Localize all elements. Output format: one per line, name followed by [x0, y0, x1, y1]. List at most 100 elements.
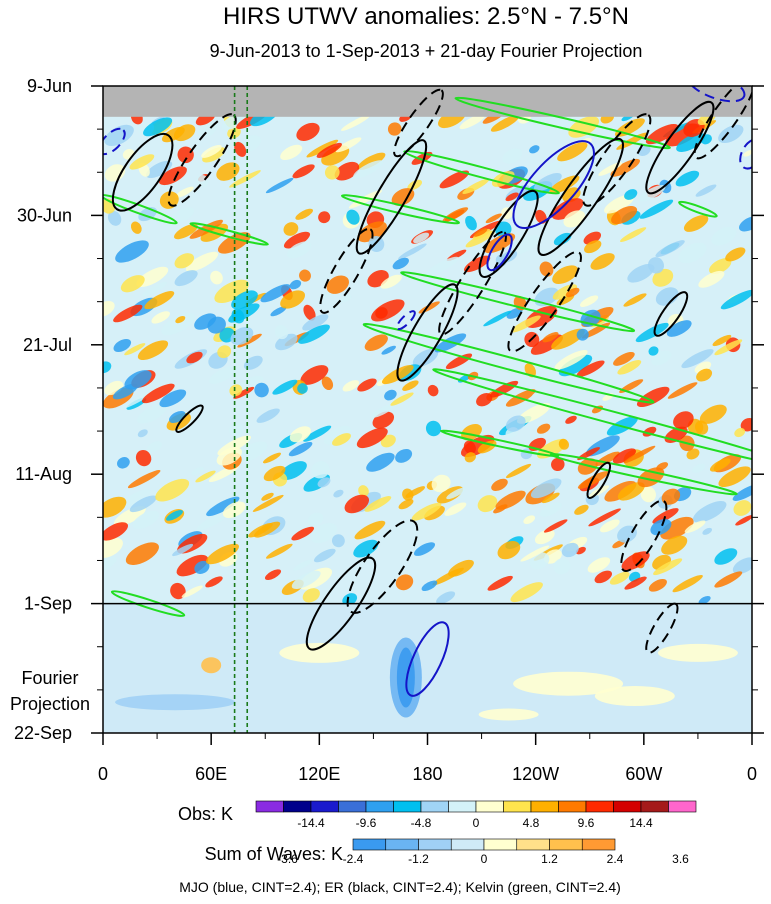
- anomaly-patch: [155, 478, 190, 502]
- anomaly-patch: [684, 520, 706, 533]
- anomaly-patch: [439, 170, 470, 189]
- anomaly-patch: [340, 114, 371, 131]
- anomaly-patch: [158, 166, 187, 186]
- anomaly-patch: [553, 232, 572, 246]
- anomaly-patch: [205, 576, 223, 588]
- anomaly-patch: [124, 343, 146, 356]
- colorbar-tick-label: -4.8: [411, 816, 432, 830]
- anomaly-patch: [505, 415, 526, 432]
- anomaly-patch: [617, 482, 645, 501]
- contour-line: [693, 86, 752, 160]
- anomaly-patch: [141, 282, 167, 297]
- anomaly-patch: [661, 488, 681, 505]
- anomaly-patch: [667, 382, 698, 399]
- anomaly-patch: [530, 478, 562, 499]
- anomaly-patch: [686, 448, 700, 460]
- anomaly-patch: [720, 289, 752, 310]
- contour-line: [438, 230, 507, 336]
- anomaly-patch: [387, 122, 402, 136]
- anomaly-patch: [714, 339, 743, 356]
- anomaly-patch: [166, 510, 183, 521]
- anomaly-patch: [542, 332, 559, 343]
- anomaly-patch: [214, 279, 249, 304]
- anomaly-patch: [493, 504, 508, 514]
- colorbar-swatch: [558, 800, 587, 813]
- observed-anomaly-patches: [103, 107, 752, 606]
- anomaly-patch: [313, 548, 336, 563]
- contour-line: [454, 96, 671, 150]
- colorbar-tick-label: -2.4: [343, 852, 364, 866]
- projection-field: [103, 603, 752, 733]
- anomaly-patch: [648, 257, 664, 274]
- x-tick-label: 0: [98, 764, 108, 784]
- anomaly-patch: [159, 389, 187, 408]
- anomaly-patch: [502, 148, 523, 164]
- anomaly-patch: [195, 470, 216, 483]
- anomaly-patch: [558, 354, 593, 377]
- colorbar-swatch: [310, 800, 339, 813]
- contour-line: [405, 621, 450, 697]
- anomaly-patch: [588, 508, 621, 527]
- anomaly-patch: [256, 408, 280, 423]
- anomaly-patch: [392, 257, 409, 270]
- y-tick-label: 1-Sep: [24, 594, 72, 614]
- anomaly-patch: [739, 216, 752, 232]
- anomaly-patch: [272, 379, 298, 395]
- anomaly-patch: [477, 440, 497, 454]
- contour-caption: MJO (blue, CINT=2.4); ER (black, CINT=2.…: [179, 879, 621, 895]
- anomaly-patch: [398, 243, 427, 260]
- anomaly-patch: [612, 448, 636, 464]
- anomaly-patch: [298, 324, 330, 344]
- anomaly-patch: [342, 593, 358, 606]
- er-contours: [111, 86, 752, 654]
- anomaly-patch: [289, 279, 302, 290]
- anomaly-patch: [287, 241, 312, 259]
- anomaly-patch: [505, 192, 519, 202]
- anomaly-patch: [655, 240, 685, 258]
- anomaly-patch: [384, 389, 397, 401]
- anomaly-patch: [375, 307, 388, 319]
- anomaly-patch: [655, 287, 679, 306]
- anomaly-patch: [660, 516, 694, 540]
- anomaly-patch: [704, 139, 723, 152]
- anomaly-patch: [170, 582, 186, 600]
- anomaly-patch: [648, 578, 667, 592]
- anomaly-patch: [541, 492, 560, 504]
- contour-line: [439, 429, 560, 458]
- colorbar-tick-label: -1.2: [408, 852, 429, 866]
- anomaly-patch: [712, 334, 732, 347]
- anomaly-patch: [565, 287, 580, 298]
- anomaly-patch: [672, 574, 703, 593]
- anomaly-patch: [175, 186, 194, 198]
- chart-subtitle: 9-Jun-2013 to 1-Sep-2013 + 21-day Fourie…: [210, 41, 643, 61]
- anomaly-patch: [302, 314, 329, 331]
- contour-line: [167, 113, 237, 207]
- anomaly-patch: [135, 449, 152, 467]
- anomaly-patch: [735, 515, 752, 526]
- anomaly-patch: [177, 146, 194, 164]
- anomaly-patch: [459, 113, 486, 130]
- anomaly-patch: [103, 361, 112, 374]
- kelvin-contours: [103, 96, 752, 617]
- plot-area: [103, 86, 752, 733]
- anomaly-patch: [120, 275, 145, 293]
- projection-patch: [513, 671, 624, 696]
- anomaly-patch: [640, 486, 656, 503]
- anomaly-patch: [577, 447, 600, 461]
- anomaly-patch: [624, 576, 647, 590]
- contour-line: [110, 590, 186, 617]
- anomaly-patch: [235, 441, 268, 463]
- anomaly-patch: [173, 124, 196, 142]
- contour-line: [537, 137, 624, 256]
- anomaly-patch: [115, 240, 149, 263]
- anomaly-patch: [681, 349, 714, 369]
- chart-title: HIRS UTWV anomalies: 2.5°N - 7.5°N: [223, 3, 629, 30]
- anomaly-patch: [216, 447, 242, 466]
- anomaly-patch: [306, 139, 339, 158]
- anomaly-patch: [424, 256, 459, 277]
- anomaly-patch: [288, 441, 313, 457]
- anomaly-patch: [464, 452, 476, 463]
- anomaly-patch: [536, 423, 551, 434]
- anomaly-patch: [460, 434, 495, 458]
- contour-line: [549, 453, 738, 496]
